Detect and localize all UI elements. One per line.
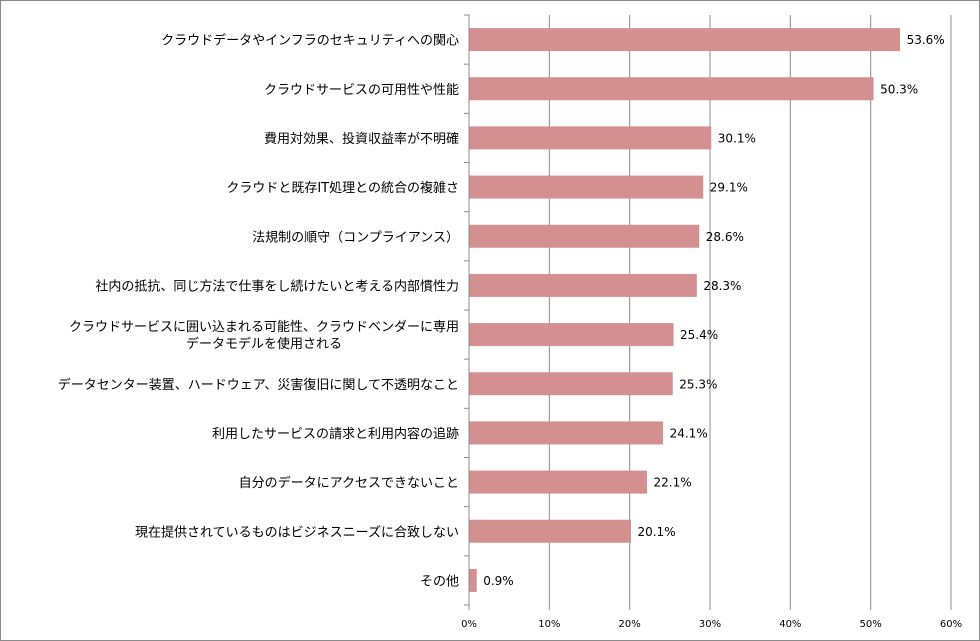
value-label: 25.3% [679, 377, 717, 391]
bar [469, 323, 674, 347]
bar [469, 126, 712, 150]
x-tick-label: 10% [538, 619, 560, 630]
bar [469, 28, 901, 52]
category-label: 利用したサービスの請求と利用内容の追跡 [212, 426, 459, 442]
bar [469, 77, 874, 101]
value-label: 20.1% [637, 525, 675, 539]
value-label: 28.3% [703, 279, 741, 293]
x-tick-label: 30% [699, 619, 721, 630]
value-label: 25.4% [680, 328, 718, 342]
category-labels: クラウドデータやインフラのセキュリティへの関心クラウドサービスの可用性や性能費用… [58, 33, 459, 590]
category-label: クラウドデータやインフラのセキュリティへの関心 [161, 33, 459, 49]
category-label: クラウドサービスに囲い込まれる可能性、クラウドベンダーに専用 [69, 320, 459, 335]
value-label: 0.9% [483, 574, 513, 588]
bar [469, 224, 700, 248]
category-label: クラウドと既存IT処理との統合の複雑さ [226, 180, 459, 196]
value-label: 24.1% [670, 426, 708, 440]
value-label: 22.1% [654, 476, 692, 490]
x-tick-label: 20% [619, 619, 641, 630]
value-label: 28.6% [706, 230, 744, 244]
x-tick-label: 50% [860, 619, 882, 630]
bar [469, 568, 477, 592]
x-tick-label: 0% [461, 619, 477, 630]
bar [469, 470, 648, 494]
category-label: クラウドサービスの可用性や性能 [264, 83, 459, 98]
category-label: 現在提供されているものはビジネスニーズに合致しない [135, 524, 459, 540]
value-label: 30.1% [718, 131, 756, 145]
category-label: 自分のデータにアクセスできないこと [239, 475, 459, 491]
x-tick-label: 60% [940, 619, 962, 630]
category-label: 社内の抵抗、同じ方法で仕事をし続けたいと考える内部慣性力 [95, 278, 459, 294]
category-label: データセンター装置、ハードウェア、災害復旧に関して不透明なこと [58, 377, 459, 393]
x-tick-label: 40% [779, 619, 801, 630]
category-label: 法規制の順守（コンプライアンス） [252, 230, 459, 245]
bar [469, 519, 631, 543]
category-label: 費用対効果、投資収益率が不明確 [264, 131, 459, 147]
category-label: データモデルを使用される [186, 336, 342, 352]
x-tick-labels: 0% 10% 20% 30% 40% 50% 60% [461, 619, 962, 630]
bar [469, 421, 664, 445]
bar [469, 175, 704, 199]
category-label: その他 [420, 574, 459, 589]
bars [469, 28, 901, 592]
value-labels: 53.6% 50.3% 30.1% 29.1% 28.6% 28.3% 25.4% 25.3%… [483, 33, 944, 588]
axes [464, 14, 952, 610]
bar [469, 372, 673, 396]
value-label: 29.1% [710, 181, 748, 195]
value-label: 53.6% [907, 33, 945, 47]
value-label: 50.3% [880, 82, 918, 96]
gridlines [548, 15, 952, 605]
bar [469, 273, 697, 297]
